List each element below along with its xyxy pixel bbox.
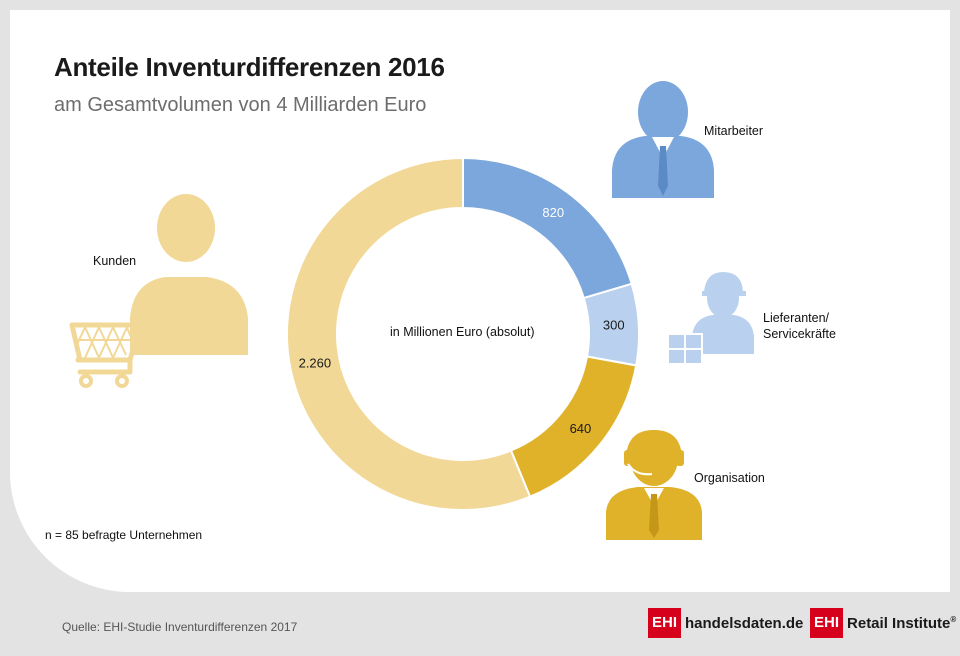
slice-value-label-1: 300 (603, 318, 625, 333)
handelsdaten-logo[interactable]: EHI handelsdaten.de (648, 606, 803, 640)
slice-value-label-0: 820 (542, 205, 564, 220)
sample-size-note: n = 85 befragte Unternehmen (45, 528, 203, 542)
delivery-person-icon (667, 272, 754, 365)
source-note: Quelle: EHI-Studie Inventurdifferenzen 2… (62, 620, 298, 634)
ehi-retail-institute-logo[interactable]: EHI Retail Institute® (810, 606, 956, 640)
icon-layer (69, 81, 754, 540)
slice-value-labels: 820 300 640 2.260 (299, 205, 625, 436)
ehi-logo-box: EHI (810, 608, 844, 638)
ehi-logo-box: EHI (648, 608, 682, 638)
retail-institute-logo-text: Retail Institute® (847, 615, 956, 632)
donut-slice-3 (286, 156, 532, 511)
label-mitarbeiter: Mitarbeiter (704, 124, 764, 138)
person-tie-icon (612, 81, 714, 198)
donut-slices (286, 156, 640, 511)
label-organisation: Organisation (694, 471, 765, 485)
headset-person-icon (606, 429, 702, 540)
handelsdaten-logo-text: handelsdaten.de (685, 614, 804, 632)
label-kunden: Kunden (93, 254, 137, 268)
shopper-cart-icon (69, 194, 248, 388)
slice-value-label-2: 640 (570, 421, 592, 436)
chart-subtitle: am Gesamtvolumen von 4 Milliarden Euro (54, 94, 427, 116)
donut-center-label: in Millionen Euro (absolut) (390, 325, 535, 339)
label-lieferanten: Lieferanten/ Servicekräfte (763, 310, 836, 342)
registered-mark: ® (950, 614, 957, 624)
retail-institute-text: Retail Institute (847, 614, 951, 632)
label-lieferanten-line2: Servicekräfte (763, 327, 836, 341)
chart-title: Anteile Inventurdifferenzen 2016 (54, 52, 445, 82)
donut-slice-0 (462, 156, 633, 300)
label-lieferanten-line1: Lieferanten/ (763, 311, 830, 325)
slice-value-label-3: 2.260 (299, 355, 332, 370)
